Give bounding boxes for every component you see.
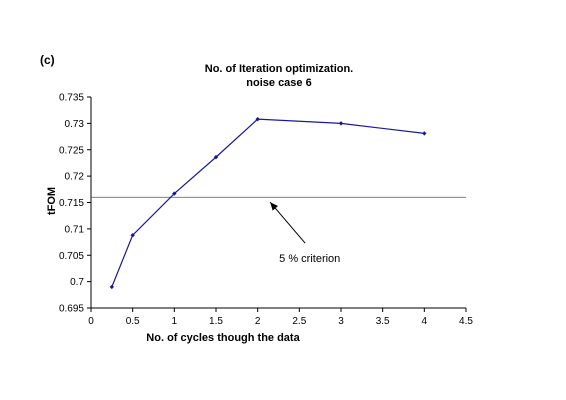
y-tick-label: 0.725 [59,145,84,156]
y-tick-label: 0.705 [59,251,84,262]
data-point [109,284,115,290]
chart-title-line-1: No. of Iteration optimization. [205,63,354,75]
annotation-arrow [269,201,306,244]
y-tick-label: 0.695 [59,304,84,315]
x-tick-label: 1.5 [209,316,223,327]
chart-title-line-2: noise case 6 [246,77,311,89]
data-point [338,121,344,126]
x-axis-label: No. of cycles though the data [146,332,300,344]
x-tick-label: 4 [422,316,428,327]
data-point [172,191,177,196]
x-tick-label: 0 [88,316,94,327]
y-tick-label: 0.735 [59,93,84,104]
x-tick-label: 1 [172,316,178,327]
x-tick-label: 2 [255,316,261,327]
annotation-arrowhead [270,202,279,211]
y-tick-label: 0.71 [65,224,85,235]
data-point [255,116,260,122]
y-axis-label: tFOM [46,187,58,215]
y-tick-label: 0.72 [65,172,85,183]
series-line [111,118,425,288]
x-tick-label: 4.5 [459,316,473,327]
y-tick-label: 0.7 [70,277,84,288]
y-tick-label: 0.715 [59,198,84,209]
data-point [213,154,219,160]
data-point [422,131,427,136]
y-tick-label: 0.73 [65,119,85,130]
panel-label: (c) [40,53,55,67]
x-tick-label: 2.5 [292,316,306,327]
x-tick-label: 0.5 [126,316,140,327]
x-tick-label: 3.5 [376,316,390,327]
axes [90,97,466,309]
annotation-label: 5 % criterion [279,253,340,265]
x-tick-label: 3 [338,316,344,327]
data-point [130,233,135,238]
